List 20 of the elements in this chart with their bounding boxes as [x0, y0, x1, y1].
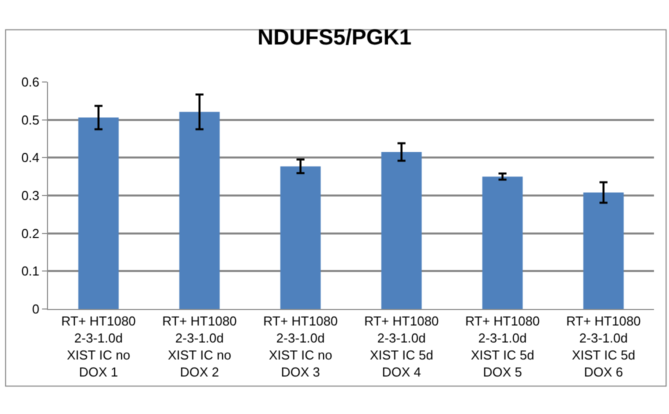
y-tick-label: 0.4 — [21, 150, 40, 166]
y-tick-label: 0.5 — [21, 112, 40, 128]
bar — [78, 118, 119, 309]
x-tick-label: RT+ HT1080 2-3-1.0d XIST IC no DOX 1 — [61, 314, 136, 380]
x-tick-label: RT+ HT1080 2-3-1.0d XIST IC 5d DOX 4 — [364, 314, 439, 380]
y-tick-label: 0 — [32, 302, 40, 317]
x-tick-label: RT+ HT1080 2-3-1.0d XIST IC no DOX 3 — [263, 314, 338, 380]
bar — [482, 176, 523, 309]
x-tick-label: RT+ HT1080 2-3-1.0d XIST IC 5d DOX 6 — [566, 314, 641, 380]
bar — [381, 152, 422, 309]
y-tick-label: 0.6 — [21, 74, 40, 90]
x-tick-label: RT+ HT1080 2-3-1.0d XIST IC no DOX 2 — [162, 314, 237, 380]
x-tick-label: RT+ HT1080 2-3-1.0d XIST IC 5d DOX 5 — [465, 314, 540, 380]
y-tick-label: 0.2 — [21, 226, 40, 241]
chart-title: NDUFS5/PGK1 — [257, 24, 412, 50]
bar — [583, 192, 624, 309]
bar — [280, 166, 321, 309]
y-tick-label: 0.1 — [21, 264, 40, 279]
bar — [179, 112, 220, 309]
y-tick-label: 0.3 — [21, 188, 40, 204]
